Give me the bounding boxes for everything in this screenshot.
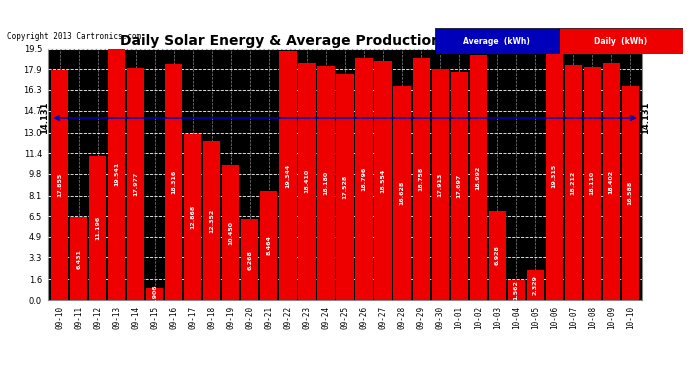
Title: Daily Solar Energy & Average Production Fri Oct 11 07:05: Daily Solar Energy & Average Production … (119, 34, 571, 48)
Bar (166, 64, 182, 300)
Text: Copyright 2013 Cartronics.com: Copyright 2013 Cartronics.com (7, 32, 141, 41)
Text: 17.855: 17.855 (57, 173, 62, 197)
Bar (355, 58, 373, 300)
Bar (222, 165, 239, 300)
Bar (241, 219, 259, 300)
Bar (298, 63, 315, 300)
Text: 18.180: 18.180 (324, 171, 328, 195)
Text: 18.402: 18.402 (609, 170, 614, 194)
Bar (108, 48, 126, 300)
Bar (375, 61, 392, 300)
Bar (584, 67, 601, 300)
Bar (393, 86, 411, 300)
Text: 14.131: 14.131 (40, 102, 49, 134)
Bar (508, 280, 524, 300)
Text: Average  (kWh): Average (kWh) (464, 37, 530, 46)
Text: 17.528: 17.528 (342, 175, 348, 199)
Bar (184, 134, 201, 300)
Bar (317, 66, 335, 300)
Text: 18.796: 18.796 (362, 167, 366, 191)
Text: 16.588: 16.588 (628, 181, 633, 205)
Bar (70, 217, 88, 300)
Bar (51, 70, 68, 300)
Bar (279, 51, 297, 300)
Bar (622, 86, 639, 300)
Bar (431, 69, 448, 300)
Text: 18.992: 18.992 (475, 165, 481, 190)
Bar (602, 63, 620, 300)
Text: 2.329: 2.329 (533, 275, 538, 295)
Text: Daily  (kWh): Daily (kWh) (595, 37, 647, 46)
Text: 18.758: 18.758 (419, 167, 424, 191)
Text: 8.464: 8.464 (266, 236, 271, 255)
Text: 0.906: 0.906 (152, 284, 157, 304)
Bar (489, 211, 506, 300)
Text: 12.352: 12.352 (209, 208, 215, 232)
Text: 17.977: 17.977 (133, 172, 138, 196)
Text: 18.554: 18.554 (381, 168, 386, 193)
Text: 18.212: 18.212 (571, 171, 575, 195)
Bar (470, 55, 486, 300)
Bar (127, 68, 144, 300)
Text: 6.431: 6.431 (76, 249, 81, 268)
Bar (526, 270, 544, 300)
Bar (204, 141, 220, 300)
Text: 19.344: 19.344 (286, 163, 290, 188)
Text: 19.315: 19.315 (552, 164, 557, 188)
Text: 6.928: 6.928 (495, 245, 500, 265)
Text: 6.268: 6.268 (248, 250, 253, 270)
Text: 17.913: 17.913 (437, 172, 442, 197)
Bar (546, 51, 563, 300)
Bar (89, 156, 106, 300)
Text: 11.196: 11.196 (95, 216, 100, 240)
Bar (413, 58, 430, 300)
Bar (451, 72, 468, 300)
Text: 18.316: 18.316 (171, 170, 177, 194)
Text: 17.697: 17.697 (457, 174, 462, 198)
Text: 16.628: 16.628 (400, 181, 404, 205)
Text: 1.562: 1.562 (513, 280, 519, 300)
Bar (146, 288, 164, 300)
Bar (559, 28, 683, 54)
Text: 18.410: 18.410 (304, 170, 309, 194)
Bar (337, 74, 353, 300)
Text: 14.131: 14.131 (641, 102, 650, 134)
Text: 10.450: 10.450 (228, 220, 233, 245)
Text: 19.541: 19.541 (115, 162, 119, 186)
Bar (260, 191, 277, 300)
Bar (564, 65, 582, 300)
Bar (435, 28, 559, 54)
Text: 12.868: 12.868 (190, 205, 195, 229)
Text: 18.110: 18.110 (590, 171, 595, 195)
